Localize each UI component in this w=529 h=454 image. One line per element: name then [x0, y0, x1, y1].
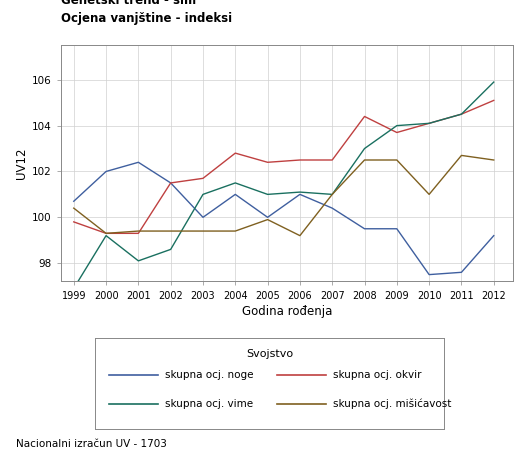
- Text: Svojstvo: Svojstvo: [246, 349, 294, 359]
- Text: Nacionalni izračun UV - 1703: Nacionalni izračun UV - 1703: [16, 439, 167, 449]
- Text: Ocjena vanjštine - indeksi: Ocjena vanjštine - indeksi: [61, 12, 232, 25]
- Text: skupna ocj. okvir: skupna ocj. okvir: [333, 370, 421, 380]
- Text: skupna ocj. noge: skupna ocj. noge: [165, 370, 253, 380]
- Text: skupna ocj. mišićavost: skupna ocj. mišićavost: [333, 398, 451, 409]
- X-axis label: Godina rođenja: Godina rođenja: [242, 305, 332, 318]
- Y-axis label: UV12: UV12: [15, 148, 28, 179]
- Text: skupna ocj. vime: skupna ocj. vime: [165, 399, 253, 409]
- Text: Genetski trend - sim: Genetski trend - sim: [61, 0, 196, 7]
